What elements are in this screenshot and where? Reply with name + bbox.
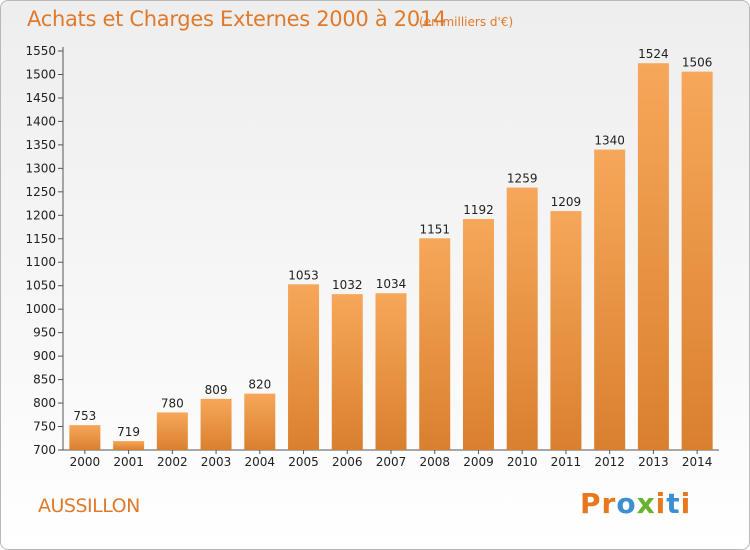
chart-title: Achats et Charges Externes 2000 à 2014 xyxy=(27,7,447,31)
bar-2008 xyxy=(419,238,451,450)
x-tick-label-2002: 2002 xyxy=(157,455,188,469)
x-tick-label-2007: 2007 xyxy=(376,455,407,469)
bar-2014 xyxy=(681,71,713,451)
value-label-2009: 1192 xyxy=(463,203,494,217)
bar-2001 xyxy=(113,441,145,450)
y-tick-label: 1150 xyxy=(25,232,56,246)
value-label-2010: 1259 xyxy=(507,172,538,186)
x-tick-label-2005: 2005 xyxy=(288,455,319,469)
bar-2003 xyxy=(200,398,232,450)
y-tick-label: 700 xyxy=(33,443,56,457)
value-label-2011: 1209 xyxy=(551,195,582,209)
x-tick-label-2014: 2014 xyxy=(682,455,713,469)
logo-letter: o xyxy=(616,487,637,520)
x-tick-label-2010: 2010 xyxy=(507,455,538,469)
y-tick-label: 1050 xyxy=(25,279,56,293)
y-tick-label: 1100 xyxy=(25,255,56,269)
value-label-2004: 820 xyxy=(248,378,271,392)
value-label-2005: 1053 xyxy=(288,268,319,282)
value-label-2012: 1340 xyxy=(594,134,625,148)
y-tick-label: 1400 xyxy=(25,114,56,128)
bar-2010 xyxy=(506,187,538,450)
y-tick-label: 1250 xyxy=(25,185,56,199)
bar-2009 xyxy=(462,219,494,450)
y-tick-label: 1200 xyxy=(25,208,56,222)
logo-letter: t xyxy=(666,487,681,520)
value-label-2006: 1032 xyxy=(332,278,363,292)
x-tick-label-2009: 2009 xyxy=(463,455,494,469)
y-tick-label: 900 xyxy=(33,349,56,363)
value-label-2003: 809 xyxy=(205,383,228,397)
commune-name: AUSSILLON xyxy=(38,495,140,517)
chart-unit: (en milliers d'€) xyxy=(419,15,514,29)
y-tick-label: 950 xyxy=(33,326,56,340)
x-tick-label-2013: 2013 xyxy=(638,455,669,469)
bar-2007 xyxy=(375,293,407,450)
bar-2004 xyxy=(244,393,276,450)
x-tick-label-2003: 2003 xyxy=(201,455,232,469)
logo-letter: i xyxy=(680,487,692,520)
y-tick-label: 1300 xyxy=(25,161,56,175)
x-tick-label-2004: 2004 xyxy=(245,455,276,469)
y-tick-label: 1500 xyxy=(25,67,56,81)
y-tick-label: 850 xyxy=(33,373,56,387)
value-label-2014: 1506 xyxy=(682,56,713,70)
bar-2000 xyxy=(69,425,101,450)
bar-2011 xyxy=(550,211,582,450)
value-label-2008: 1151 xyxy=(419,222,450,236)
bar-2005 xyxy=(288,284,320,450)
logo-letter: P xyxy=(580,487,602,520)
value-labels: 753 719 780 809 820 1053 1032 1034 1151 1192 1259 1… xyxy=(73,47,712,439)
bar-2012 xyxy=(594,149,626,450)
x-tick-label-2006: 2006 xyxy=(332,455,363,469)
value-label-2013: 1524 xyxy=(638,47,669,61)
logo-letter: i xyxy=(655,487,667,520)
x-tick-label-2000: 2000 xyxy=(70,455,101,469)
x-tick-label-2001: 2001 xyxy=(113,455,144,469)
logo-letter: r xyxy=(601,487,617,520)
x-tick-label-2011: 2011 xyxy=(551,455,582,469)
proxiti-logo: Proxiti xyxy=(580,487,691,520)
y-tick-label: 1000 xyxy=(25,302,56,316)
bar-2013 xyxy=(637,63,669,450)
y-tick-label: 1550 xyxy=(25,44,56,58)
bars xyxy=(69,63,713,451)
axes: 700 750 800 850 900 950 1000 1050 1100 1150 1200 12… xyxy=(25,44,719,469)
bar-2006 xyxy=(331,294,363,450)
y-tick-label: 1350 xyxy=(25,138,56,152)
y-tick-label: 1450 xyxy=(25,91,56,105)
x-tick-label-2008: 2008 xyxy=(419,455,450,469)
x-tick-label-2012: 2012 xyxy=(594,455,625,469)
logo-letter: x xyxy=(636,487,656,520)
y-tick-label: 750 xyxy=(33,420,56,434)
value-label-2000: 753 xyxy=(73,409,96,423)
bar-2002 xyxy=(156,412,188,450)
value-label-2007: 1034 xyxy=(376,277,407,291)
value-label-2001: 719 xyxy=(117,425,140,439)
value-label-2002: 780 xyxy=(161,396,184,410)
y-tick-label: 800 xyxy=(33,396,56,410)
